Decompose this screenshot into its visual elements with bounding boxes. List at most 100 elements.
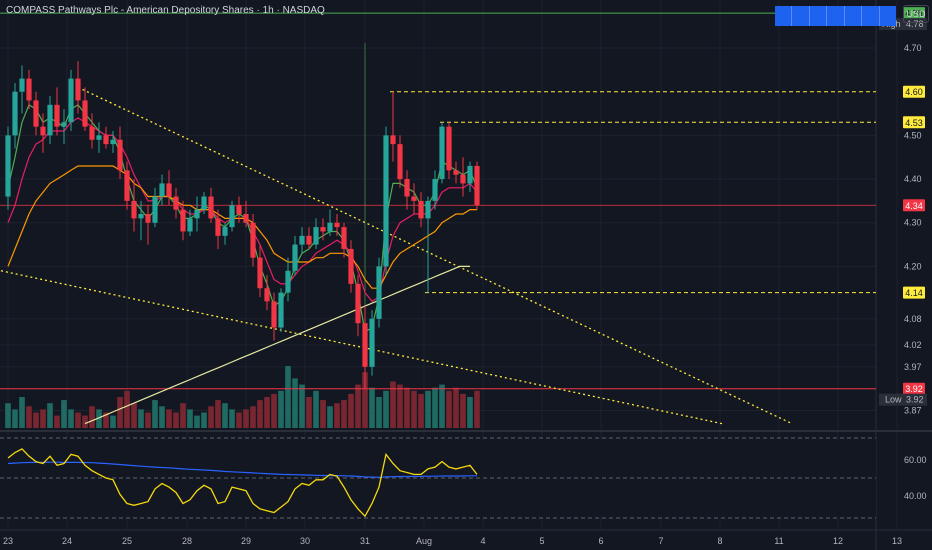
toolbar-button[interactable] [792,6,810,26]
candle-body [278,292,284,328]
candle-body [397,144,403,180]
toolbar-button[interactable] [775,6,793,26]
candle-body [89,126,95,140]
volume-bar [103,412,109,428]
volume-bar [320,400,326,428]
price-tag-label: 4.78 [905,9,923,19]
moving-average-line [7,165,477,289]
candle-body [327,222,333,232]
currency-button[interactable]: USD [903,5,929,23]
volume-bar [131,403,137,428]
volume-bar [418,393,424,428]
volume-bar [75,412,81,428]
candle-body [215,218,221,236]
candle-body [467,165,473,184]
volume-bar [68,409,74,428]
candle-body [418,200,424,219]
price-tag-label: 4.53 [905,118,923,128]
price-tag-label: 3.92 [905,384,923,394]
candle-body [124,170,130,201]
candle-body [285,270,291,293]
volume-bar [383,390,389,428]
price-tag-box [903,199,925,212]
price-tag-label: 4.34 [905,201,923,211]
volume-bar [341,400,347,428]
candle-body [299,235,305,245]
volume-bar [257,400,263,428]
y-tick-label: 4.30 [904,218,922,228]
candle-body [138,214,144,219]
y-tick-label: 4.02 [904,340,922,350]
x-tick-label: 8 [717,536,722,546]
y-tick-label: 3.87 [904,406,922,416]
volume-bar [285,366,291,428]
candle-body [425,200,431,219]
candle-body [159,183,165,197]
low-label-text: Low [885,395,902,405]
volume-bar [299,384,305,428]
candle-body [110,139,116,145]
candle-body [250,222,256,258]
x-tick-label: Aug [416,536,432,546]
volume-bar [264,397,270,428]
volume-bar [292,378,298,428]
volume-bar [369,387,375,428]
candle-body [348,248,354,284]
volume-bar [278,390,284,428]
price-tag-box [903,382,925,395]
toolbar-button[interactable] [862,6,880,26]
volume-bar [138,409,144,428]
toolbar-button[interactable] [880,6,896,26]
candle-body [75,78,81,101]
candle-body [264,288,270,302]
horizontal-levels [0,12,876,390]
volume-bar [152,400,158,428]
candle-body [187,218,193,232]
candle-body [474,165,480,206]
y-tick-label: 4.20 [904,261,922,271]
x-tick-label: 23 [3,536,13,546]
candle-body [5,135,11,197]
price-tag-box [903,7,925,20]
volume-bar [425,390,431,428]
toolbar-button[interactable] [827,6,845,26]
toolbar-button[interactable] [810,6,828,26]
candle-body [432,179,438,201]
low-label-value: 3.92 [906,395,924,405]
candle-body [257,257,263,289]
volume-bar [355,384,361,428]
candle-body [243,214,249,223]
x-tick-label: 28 [182,536,192,546]
volume-bar [117,397,123,428]
volume-bar [404,387,410,428]
x-tick-label: 6 [598,536,603,546]
x-tick-label: 11 [774,536,783,546]
toolbar-button[interactable] [845,6,863,26]
volume-bar [397,384,403,428]
volume-bar [446,390,452,428]
volume-bar [348,393,354,428]
candle-body [222,227,228,236]
volume-bar [390,381,396,428]
volume-bar [54,415,60,428]
candle-body [145,214,151,223]
candle-body [229,205,235,228]
volume-bar [334,403,340,428]
candle-body [173,196,179,210]
price-tag-label: 4.14 [905,288,923,298]
x-tick-label: 30 [300,536,310,546]
volume-bar [432,387,438,428]
volume-bar [236,412,242,428]
candle-body [362,323,368,367]
volume-bars [5,366,480,428]
candle-body [82,100,88,127]
candle-body [369,318,375,367]
x-tick-label: 12 [833,536,843,546]
volume-bar [110,415,116,428]
price-tag-box [903,286,925,299]
trend-line [77,86,793,425]
rsi-pane [0,437,876,519]
